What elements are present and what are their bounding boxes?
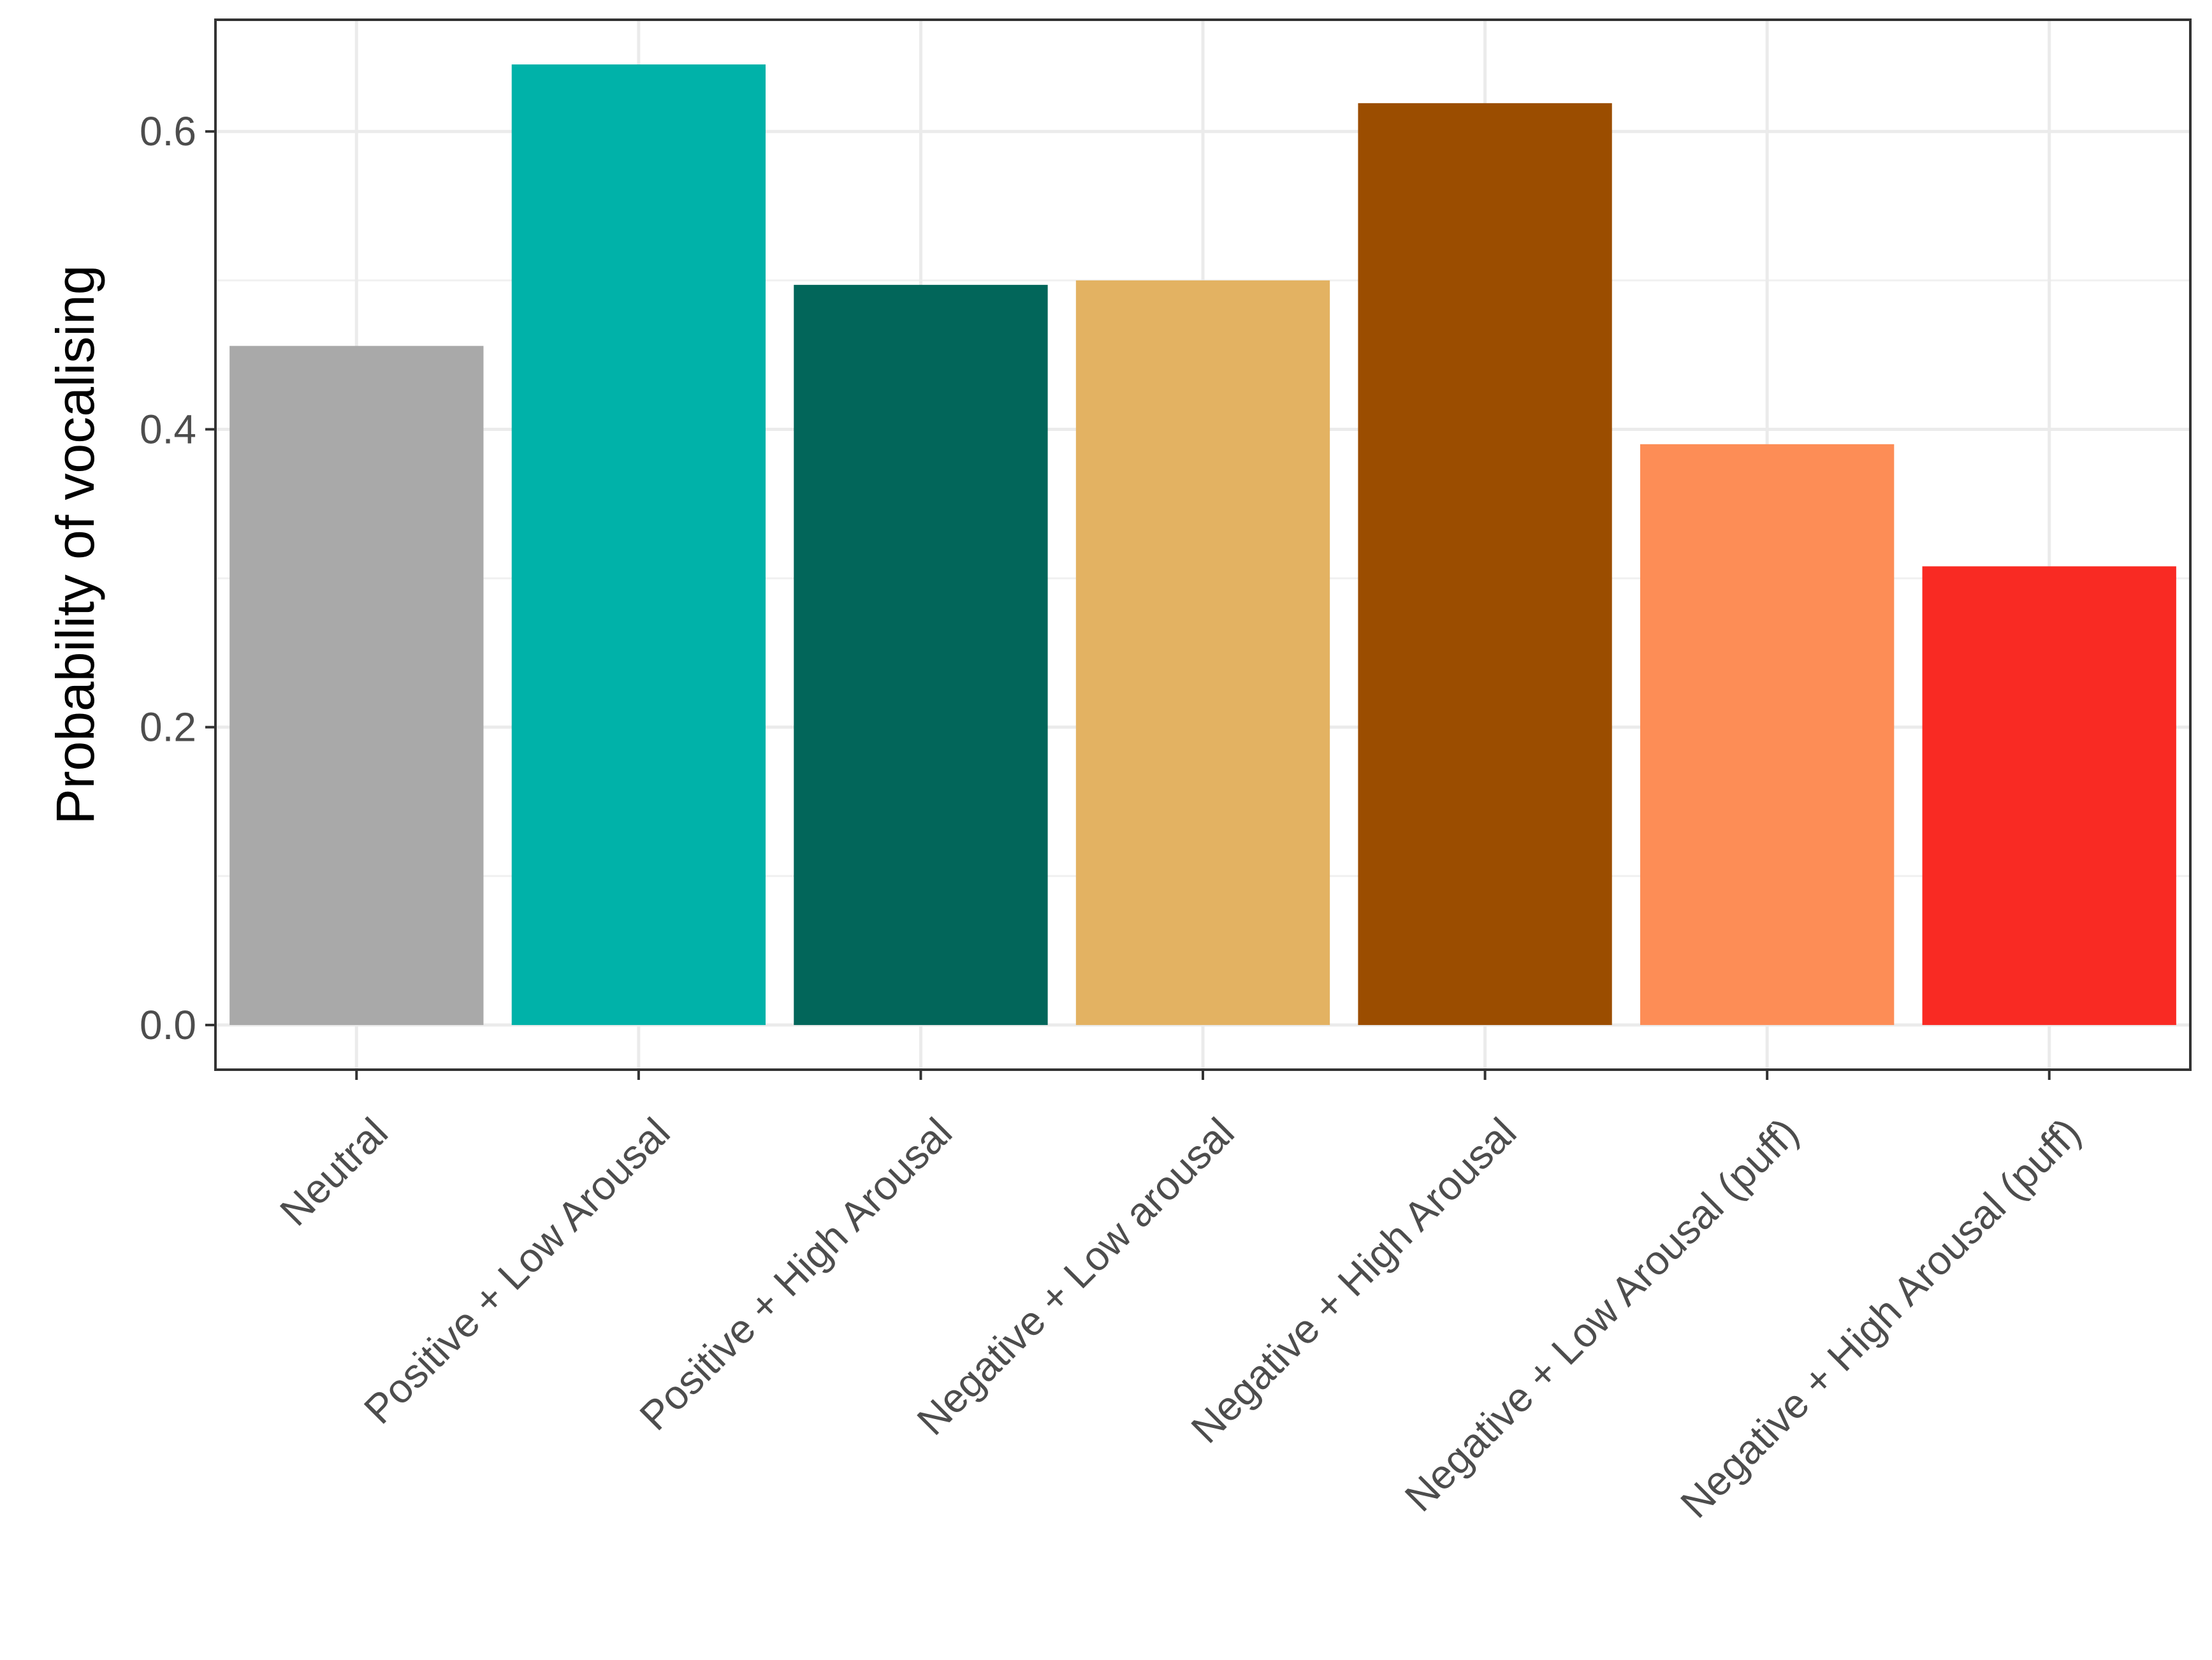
y-tick-label: 0.2 bbox=[140, 704, 196, 750]
bars bbox=[229, 64, 2176, 1025]
bar bbox=[1075, 280, 1330, 1025]
x-category-label: Positive + Low Arousal bbox=[355, 1109, 678, 1432]
y-tick-label: 0.0 bbox=[140, 1002, 196, 1048]
bar bbox=[511, 64, 766, 1025]
x-category-label: Positive + High Arousal bbox=[631, 1109, 961, 1439]
bar bbox=[229, 346, 484, 1025]
bar bbox=[1922, 566, 2176, 1025]
y-axis-title: Probability of vocalising bbox=[45, 265, 105, 825]
bar bbox=[794, 284, 1048, 1025]
x-category-label: Neutral bbox=[271, 1109, 397, 1235]
y-tick-label: 0.6 bbox=[140, 108, 196, 154]
bar bbox=[1640, 444, 1895, 1025]
y-axis: 0.0 0.2 0.4 0.6 bbox=[140, 108, 215, 1048]
x-category-label: Negative + High Arousal bbox=[1182, 1109, 1525, 1452]
bar bbox=[1358, 103, 1612, 1025]
x-category-label: Negative + Low arousal bbox=[908, 1109, 1243, 1444]
y-tick-label: 0.4 bbox=[140, 406, 196, 452]
